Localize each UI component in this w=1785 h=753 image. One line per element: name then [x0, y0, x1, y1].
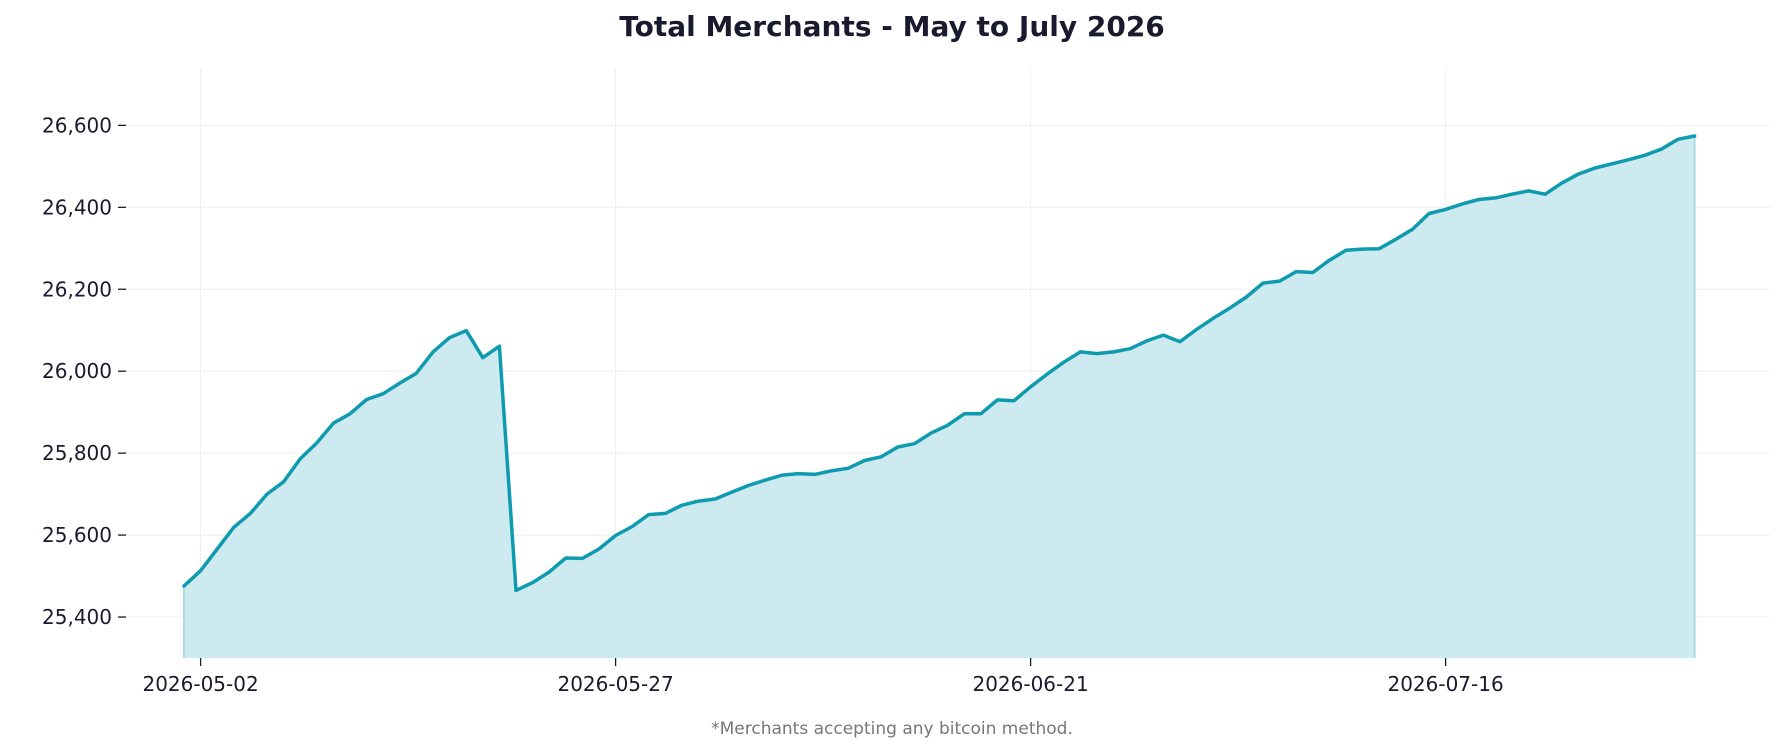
x-tick-label: 2026-05-27 — [557, 672, 673, 696]
y-axis-ticks: 25,400 25,600 25,800 26,000 26,200 26,400 26,6… — [42, 113, 126, 629]
y-tick-label: 25,400 — [42, 605, 112, 629]
y-tick-label: 26,000 — [42, 359, 112, 383]
y-tick-label: 26,600 — [42, 113, 112, 137]
y-tick-label: 25,800 — [42, 441, 112, 465]
plot-area — [182, 134, 1697, 658]
series-line — [182, 134, 1697, 593]
y-tick-label: 25,600 — [42, 523, 112, 547]
series-area-fill — [184, 136, 1695, 658]
chart-footnote: *Merchants accepting any bitcoin method. — [711, 719, 1073, 739]
x-tick-label: 2026-05-02 — [142, 672, 258, 696]
y-tick-label: 26,200 — [42, 277, 112, 301]
x-tick-label: 2026-06-21 — [972, 672, 1088, 696]
x-axis-ticks: 2026-05-02 2026-05-27 2026-06-21 2026-07-16 — [142, 658, 1504, 696]
chart-title: Total Merchants - May to July 2026 — [619, 10, 1165, 43]
x-tick-label: 2026-07-16 — [1387, 672, 1503, 696]
y-tick-label: 26,400 — [42, 195, 112, 219]
